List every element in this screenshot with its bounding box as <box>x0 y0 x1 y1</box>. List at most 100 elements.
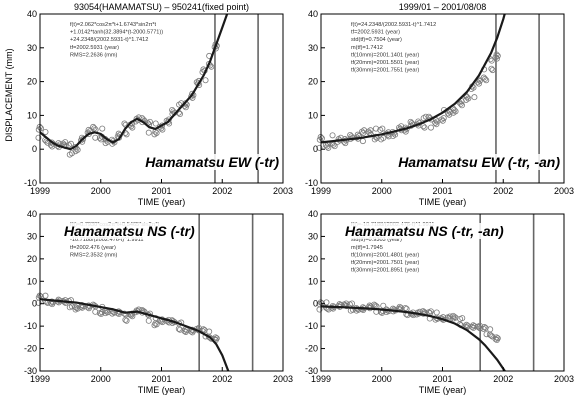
y-tick-label: 0 <box>32 144 37 154</box>
y-tick-label: 0 <box>32 299 37 309</box>
y-tick-label: -10 <box>305 178 318 188</box>
annotation-line: tf(10mm)=2001.4801 (year) <box>351 252 419 258</box>
x-tick-label: 2000 <box>372 186 392 196</box>
data-point <box>85 126 92 133</box>
y-tick-label: 40 <box>308 9 318 19</box>
data-point <box>129 124 136 131</box>
data-point <box>35 134 42 141</box>
y-tick-label: 40 <box>308 209 318 219</box>
data-point <box>123 131 130 138</box>
y-tick-label: 20 <box>308 254 318 264</box>
data-point <box>457 315 464 322</box>
fit-curve <box>321 14 506 144</box>
panel-3: 1999 2000 2001 2002 2003 -30 -20 -10 0 10 20 30 40 TI… <box>24 209 293 395</box>
data-point <box>176 101 183 108</box>
panel-label-halo <box>143 154 282 170</box>
data-point <box>488 332 495 339</box>
panel-label-halo <box>396 154 563 170</box>
data-point <box>488 65 495 72</box>
data-point <box>316 144 323 151</box>
data-point <box>493 55 500 62</box>
annotation-line: tf(10mm)=2001.1401 (year) <box>351 52 419 58</box>
x-tick-label: 2000 <box>91 186 111 196</box>
data-point <box>151 131 158 138</box>
data-point <box>446 111 453 118</box>
data-point <box>471 94 478 101</box>
x-axis-label: TIME (year) <box>138 197 186 207</box>
data-point <box>432 119 439 126</box>
data-point <box>480 325 487 332</box>
y-tick-label: 30 <box>308 43 318 53</box>
data-point <box>464 94 471 101</box>
panel-title: 93054(HAMAMATSU) – 950241(fixed point) <box>74 2 249 12</box>
y-tick-label: -30 <box>24 366 37 376</box>
y-tick-label: -20 <box>24 344 37 354</box>
data-point <box>121 120 128 127</box>
x-axis-label: TIME (year) <box>419 385 467 395</box>
data-point <box>72 148 79 155</box>
x-tick-label: 2001 <box>151 374 171 384</box>
data-point <box>389 133 396 140</box>
data-point <box>427 124 434 131</box>
panel-label-halo <box>343 223 507 239</box>
data-point <box>129 313 136 320</box>
y-tick-label: -10 <box>305 321 318 331</box>
x-tick-label: 1999 <box>311 374 331 384</box>
data-point <box>206 328 213 335</box>
data-point <box>420 115 427 122</box>
annotation-block: f(t)=24.2348/(2002.5931-t)^1.7412 tf=2002… <box>351 22 436 74</box>
data-point <box>96 310 103 317</box>
annotation-block: f(t)=2.062*cos2π*t+1.6743*sin2π*t +1.0142… <box>70 22 163 58</box>
data-point <box>433 117 440 124</box>
data-point <box>78 137 85 144</box>
x-tick-label: 2003 <box>554 186 574 196</box>
data-point <box>458 102 465 109</box>
data-point <box>493 337 500 344</box>
y-tick-label: 30 <box>27 231 37 241</box>
annotation-line: tf(30mm)=2001.8951 (year) <box>351 268 419 274</box>
data-point <box>323 299 330 306</box>
data-point <box>151 322 158 329</box>
data-point <box>331 143 338 150</box>
panel-label: Hamamatsu EW (-tr, -an) <box>398 154 560 170</box>
y-tick-label: 10 <box>308 110 318 120</box>
data-point <box>98 311 105 318</box>
data-point <box>359 128 366 135</box>
panels: 93054(HAMAMATSU) – 950241(fixed point) 19… <box>24 2 574 395</box>
data-point <box>433 309 440 316</box>
data-point <box>164 119 171 126</box>
data-point <box>49 301 56 308</box>
data-point <box>42 292 49 299</box>
data-point <box>152 120 159 127</box>
x-tick-label: 2000 <box>372 374 392 384</box>
annotation-line: tf(20mm)=2001.5501 (year) <box>351 60 419 66</box>
annotation-line: +1.0142*tanh(32.3894*(t-2000.5771)) <box>70 30 163 36</box>
data-point <box>420 123 427 130</box>
x-tick-label: 2002 <box>493 186 513 196</box>
data-point <box>433 121 440 128</box>
y-tick-label: -10 <box>24 321 37 331</box>
data-point <box>402 304 409 311</box>
y-tick-label: 20 <box>308 77 318 87</box>
data-point <box>72 306 79 313</box>
data-point <box>145 129 152 136</box>
y-tick-label: 10 <box>27 110 37 120</box>
data-point <box>98 136 105 143</box>
annotation-line: std(tf)=0.9303 (year) <box>351 237 402 243</box>
data-point <box>483 77 490 84</box>
data-point <box>123 317 130 324</box>
data-point <box>159 126 166 133</box>
data-point <box>377 126 384 133</box>
x-tick-label: 1999 <box>30 374 50 384</box>
y-tick-label: -20 <box>305 344 318 354</box>
fit-curve <box>321 305 507 371</box>
annotation-line: tf=2002.5931 (year) <box>351 30 400 36</box>
data-point <box>444 110 451 117</box>
data-point <box>66 151 73 158</box>
data-point <box>329 132 336 139</box>
data-point <box>188 93 195 100</box>
y-tick-label: 0 <box>313 144 318 154</box>
data-point <box>102 140 109 147</box>
annotation-line: m(tf)=1.7412 <box>351 45 383 51</box>
annotation-line: RMS=2.2636 (mm) <box>70 52 118 58</box>
